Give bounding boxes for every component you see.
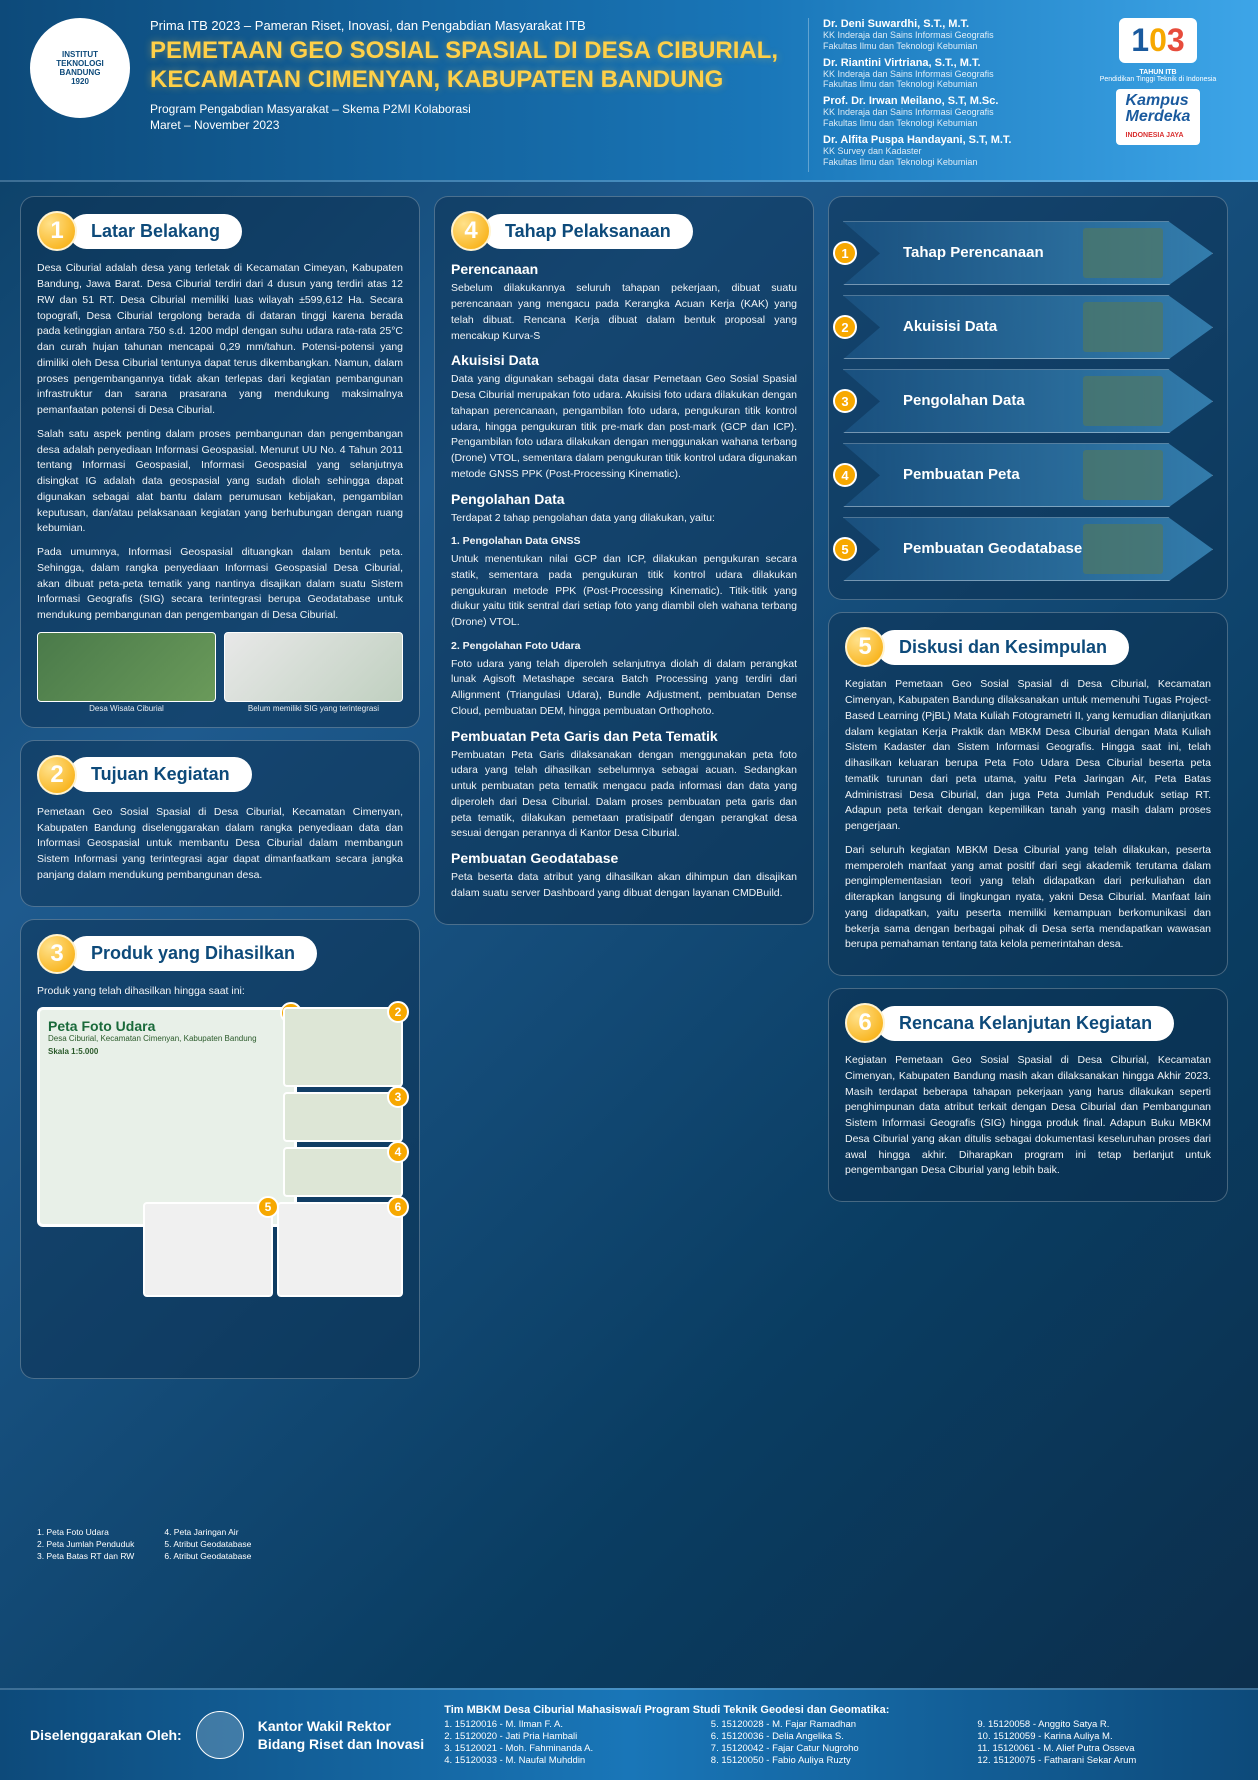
paragraph: Salah satu aspek penting dalam proses pe… xyxy=(37,427,403,537)
card-rencana: 6 Rencana Kelanjutan Kegiatan Kegiatan P… xyxy=(828,988,1228,1202)
header-subtitle-2: Maret – November 2023 xyxy=(150,117,788,134)
step-thumb xyxy=(1083,376,1163,426)
header-subtitle-1: Program Pengabdian Masyarakat – Skema P2… xyxy=(150,101,788,118)
product-thumb: 6 xyxy=(277,1202,403,1297)
subheading: Perencanaan xyxy=(451,261,797,277)
product-thumb: 5 xyxy=(143,1202,273,1297)
section-title: Diskusi dan Kesimpulan xyxy=(877,630,1129,665)
footer-team-grid: 1. 15120016 - M. Ilman F. A. 5. 15120028… xyxy=(444,1719,1228,1766)
image-row: Desa Wisata Ciburial Belum memiliki SIG … xyxy=(37,632,403,713)
chevron-step: 4 Pembuatan Peta xyxy=(843,443,1213,507)
paragraph: Dari seluruh kegiatan MBKM Desa Ciburial… xyxy=(845,843,1211,953)
header-title: PEMETAAN GEO SOSIAL SPASIAL DI DESA CIBU… xyxy=(150,37,788,95)
header-right-logos: 103 TAHUN ITB Pendidikan Tinggi Teknik d… xyxy=(1088,18,1228,172)
paragraph: Foto udara yang telah diperoleh selanjut… xyxy=(451,657,797,720)
product-gallery: Peta Foto Udara Desa Ciburial, Kecamatan… xyxy=(37,1007,403,1563)
paragraph: Kegiatan Pemetaan Geo Sosial Spasial di … xyxy=(845,1053,1211,1179)
footer-team-title: Tim MBKM Desa Ciburial Mahasiswa/i Progr… xyxy=(444,1704,1228,1716)
product-legend: 1. Peta Foto Udara 2. Peta Jumlah Pendud… xyxy=(37,1527,403,1563)
card-tahap: 4 Tahap Pelaksanaan Perencanaan Sebelum … xyxy=(434,196,814,924)
footer-team: Tim MBKM Desa Ciburial Mahasiswa/i Progr… xyxy=(444,1704,1228,1766)
paragraph: Sebelum dilakukannya seluruh tahapan pek… xyxy=(451,281,797,344)
subheading: Pembuatan Geodatabase xyxy=(451,850,797,866)
step-thumb xyxy=(1083,450,1163,500)
section-title: Rencana Kelanjutan Kegiatan xyxy=(877,1006,1174,1041)
team-person: Prof. Dr. Irwan Meilano, S.T, M.Sc. KK I… xyxy=(823,95,1068,129)
chevron-list: 1 Tahap Perencanaan 2 Akuisisi Data 3 Pe… xyxy=(843,221,1213,581)
section-number: 6 xyxy=(845,1003,885,1043)
image-desa-wisata xyxy=(37,632,216,702)
subheading: Pembuatan Peta Garis dan Peta Tematik xyxy=(451,728,797,744)
logo-103-label: TAHUN ITB Pendidikan Tinggi Teknik di In… xyxy=(1100,69,1217,83)
section-number: 2 xyxy=(37,755,77,795)
product-thumb: 2 xyxy=(283,1007,403,1087)
column-left: 1 Latar Belakang Desa Ciburial adalah de… xyxy=(20,196,420,1378)
section-number: 1 xyxy=(37,211,77,251)
card-diskusi: 5 Diskusi dan Kesimpulan Kegiatan Pemeta… xyxy=(828,612,1228,976)
paragraph: Desa Ciburial adalah desa yang terletak … xyxy=(37,261,403,419)
section-title: Tahap Pelaksanaan xyxy=(483,214,693,249)
section-number: 3 xyxy=(37,934,77,974)
section-number: 5 xyxy=(845,627,885,667)
card-latar-belakang: 1 Latar Belakang Desa Ciburial adalah de… xyxy=(20,196,420,728)
subheading: Akuisisi Data xyxy=(451,352,797,368)
product-main-map: Peta Foto Udara Desa Ciburial, Kecamatan… xyxy=(37,1007,297,1227)
subheading: Pengolahan Data xyxy=(451,491,797,507)
paragraph: Data yang digunakan sebagai data dasar P… xyxy=(451,372,797,482)
image-caption: Belum memiliki SIG yang terintegrasi xyxy=(224,704,403,713)
chevron-step: 1 Tahap Perencanaan xyxy=(843,221,1213,285)
team-person: Dr. Alfita Puspa Handayani, S.T, M.T. KK… xyxy=(823,134,1068,168)
paragraph: Pembuatan Peta Garis dilaksanakan dengan… xyxy=(451,748,797,843)
chevron-step: 3 Pengolahan Data xyxy=(843,369,1213,433)
paragraph: Kegiatan Pemetaan Geo Sosial Spasial di … xyxy=(845,677,1211,835)
footer-itb-logo xyxy=(196,1711,244,1759)
header-team: Dr. Deni Suwardhi, S.T., M.T. KK Inderaj… xyxy=(808,18,1068,172)
header-main: Prima ITB 2023 – Pameran Riset, Inovasi,… xyxy=(150,18,788,172)
step-thumb xyxy=(1083,228,1163,278)
section-title: Latar Belakang xyxy=(69,214,242,249)
card-steps: 1 Tahap Perencanaan 2 Akuisisi Data 3 Pe… xyxy=(828,196,1228,600)
column-mid: 4 Tahap Pelaksanaan Perencanaan Sebelum … xyxy=(434,196,814,1378)
header-pretitle: Prima ITB 2023 – Pameran Riset, Inovasi,… xyxy=(150,18,788,33)
card-produk: 3 Produk yang Dihasilkan Produk yang tel… xyxy=(20,919,420,1379)
footer-org-name: Kantor Wakil Rektor Bidang Riset dan Ino… xyxy=(258,1717,424,1753)
paragraph: Pada umumnya, Informasi Geospasial ditua… xyxy=(37,545,403,624)
logo-kampus-merdeka: Kampus Merdeka INDONESIA JAYA xyxy=(1116,89,1201,145)
paragraph: Terdapat 2 tahap pengolahan data yang di… xyxy=(451,511,797,527)
image-caption: Desa Wisata Ciburial xyxy=(37,704,216,713)
chevron-step: 5 Pembuatan Geodatabase xyxy=(843,517,1213,581)
paragraph: Produk yang telah dihasilkan hingga saat… xyxy=(37,984,403,1000)
product-thumb: 4 xyxy=(283,1147,403,1197)
paragraph: Untuk menentukan nilai GCP dan ICP, dila… xyxy=(451,552,797,631)
footer: Diselenggarakan Oleh: Kantor Wakil Rekto… xyxy=(0,1688,1258,1780)
chevron-step: 2 Akuisisi Data xyxy=(843,295,1213,359)
step-thumb xyxy=(1083,302,1163,352)
paragraph: 2. Pengolahan Foto Udara xyxy=(451,639,797,655)
step-thumb xyxy=(1083,524,1163,574)
paragraph: Pemetaan Geo Sosial Spasial di Desa Cibu… xyxy=(37,805,403,884)
header: INSTITUTTEKNOLOGIBANDUNG1920 Prima ITB 2… xyxy=(0,0,1258,182)
paragraph: Peta beserta data atribut yang dihasilka… xyxy=(451,870,797,902)
column-right: 1 Tahap Perencanaan 2 Akuisisi Data 3 Pe… xyxy=(828,196,1228,1378)
team-person: Dr. Riantini Virtriana, S.T., M.T. KK In… xyxy=(823,57,1068,91)
content: 1 Latar Belakang Desa Ciburial adalah de… xyxy=(0,182,1258,1392)
section-title: Tujuan Kegiatan xyxy=(69,757,252,792)
footer-organizer: Diselenggarakan Oleh: Kantor Wakil Rekto… xyxy=(30,1711,424,1759)
team-person: Dr. Deni Suwardhi, S.T., M.T. KK Inderaj… xyxy=(823,18,1068,52)
card-tujuan: 2 Tujuan Kegiatan Pemetaan Geo Sosial Sp… xyxy=(20,740,420,907)
section-title: Produk yang Dihasilkan xyxy=(69,936,317,971)
logo-103-tahun: 103 xyxy=(1119,18,1196,63)
section-number: 4 xyxy=(451,211,491,251)
itb-logo: INSTITUTTEKNOLOGIBANDUNG1920 xyxy=(30,18,130,118)
image-sig xyxy=(224,632,403,702)
paragraph: 1. Pengolahan Data GNSS xyxy=(451,534,797,550)
product-thumb: 3 xyxy=(283,1092,403,1142)
footer-by-label: Diselenggarakan Oleh: xyxy=(30,1727,182,1743)
